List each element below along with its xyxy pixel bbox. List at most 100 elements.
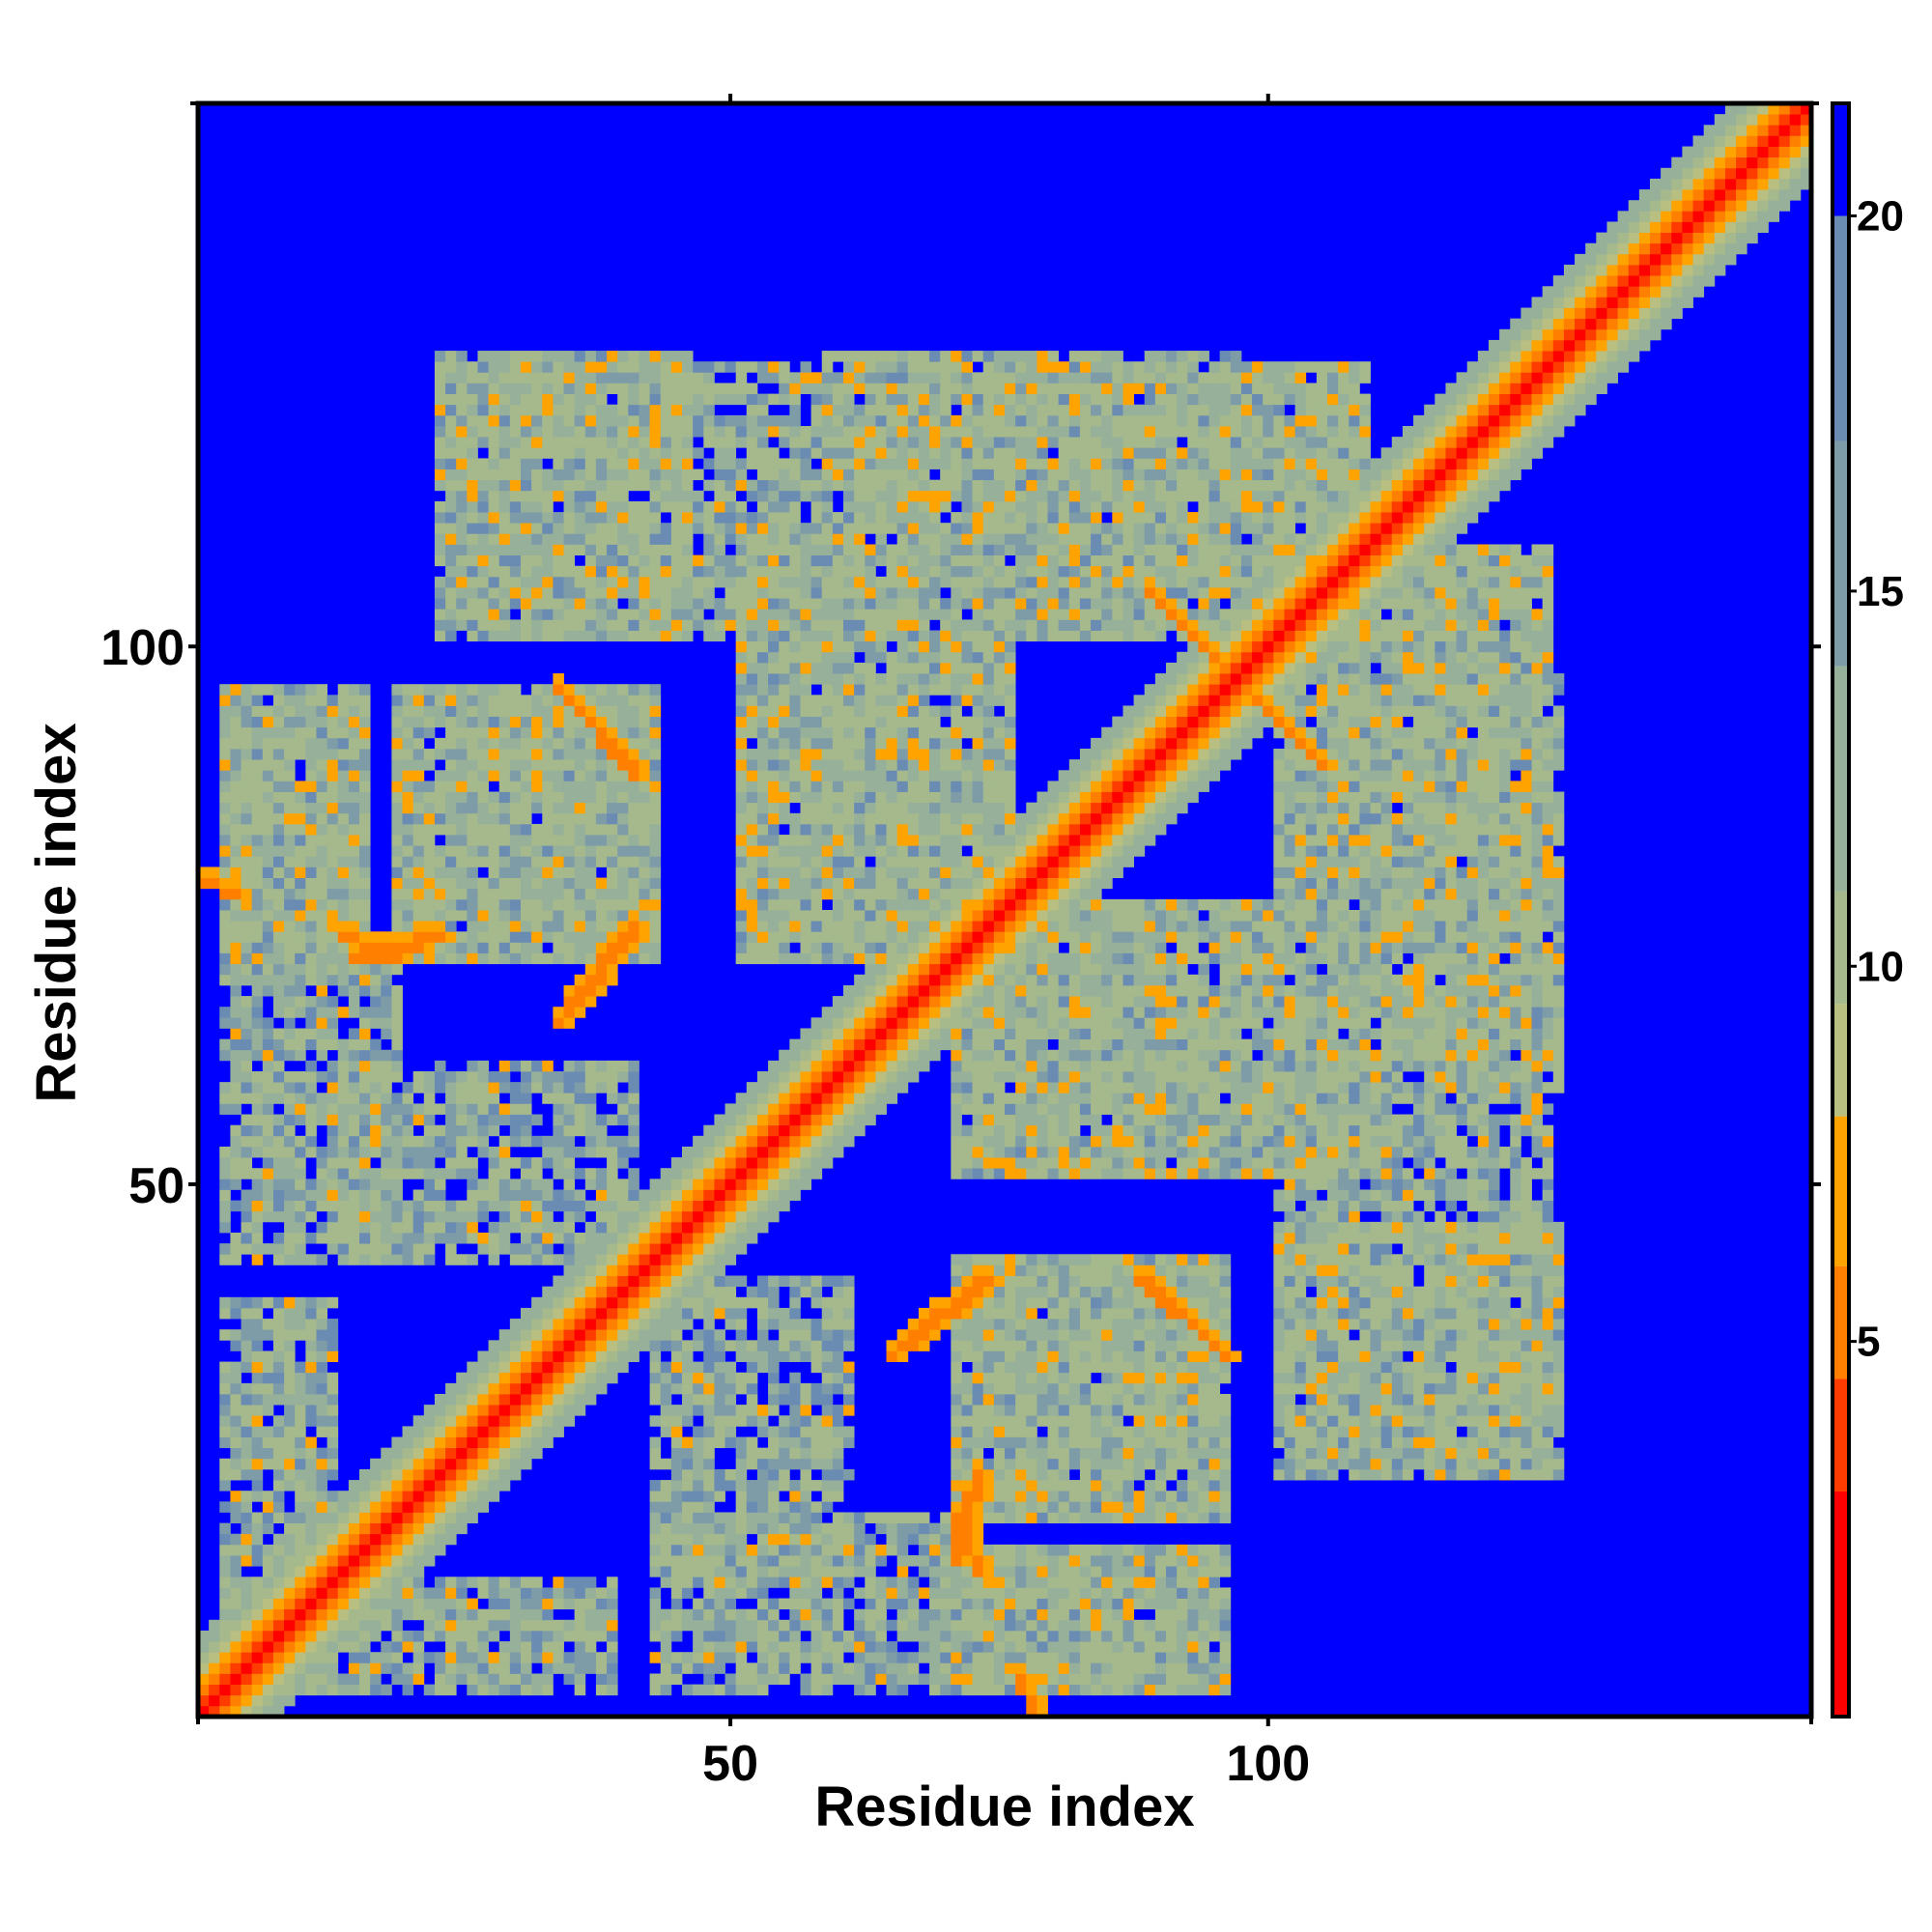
heatmap-cell — [714, 1468, 725, 1481]
heatmap-cell — [607, 1307, 618, 1320]
heatmap-cell — [832, 1146, 844, 1158]
heatmap-cell — [735, 609, 748, 620]
heatmap-cell — [434, 544, 446, 555]
heatmap-cell — [832, 898, 844, 911]
heatmap-cell — [521, 1372, 532, 1384]
heatmap-cell — [682, 1684, 694, 1696]
heatmap-cell — [467, 726, 478, 739]
heatmap-cell — [348, 1168, 360, 1179]
heatmap-cell — [595, 554, 608, 567]
heatmap-cell — [251, 1480, 264, 1492]
heatmap-cell — [316, 705, 327, 717]
heatmap-cell — [412, 931, 425, 943]
heatmap-cell — [821, 1641, 834, 1653]
heatmap-cell — [779, 469, 790, 481]
heatmap-cell — [412, 1468, 425, 1481]
heatmap-cell — [660, 1426, 672, 1437]
heatmap-cell — [821, 404, 834, 416]
heatmap-cell — [639, 1319, 650, 1330]
heatmap-cell — [445, 1071, 457, 1083]
heatmap-cell — [219, 749, 231, 760]
heatmap-cell — [531, 781, 543, 792]
heatmap-cell — [391, 1512, 403, 1523]
heatmap-cell — [337, 921, 350, 932]
heatmap-cell — [542, 414, 554, 427]
heatmap-cell — [542, 437, 554, 448]
heatmap-cell — [272, 705, 285, 717]
heatmap-cell — [284, 791, 296, 804]
heatmap-cell — [756, 1157, 769, 1169]
heatmap-cell — [488, 823, 500, 836]
heatmap-cell — [467, 587, 478, 599]
heatmap-cell — [693, 1210, 704, 1223]
heatmap-cell — [649, 544, 662, 555]
heatmap-cell — [251, 1577, 264, 1588]
heatmap-cell — [241, 1028, 253, 1039]
heatmap-cell — [488, 1372, 500, 1384]
heatmap-cell — [305, 1200, 317, 1212]
heatmap-cell — [241, 726, 253, 739]
heatmap-cell — [789, 1566, 801, 1577]
heatmap-cell — [682, 1210, 694, 1223]
heatmap-cell — [670, 1619, 683, 1632]
heatmap-cell — [241, 1522, 253, 1535]
heatmap-cell — [381, 1533, 392, 1546]
heatmap-cell — [682, 458, 694, 469]
heatmap-cell — [498, 759, 511, 771]
heatmap-cell — [219, 812, 231, 825]
heatmap-cell — [563, 1350, 576, 1362]
heatmap-cell — [724, 1468, 737, 1481]
heatmap-cell — [756, 490, 769, 502]
heatmap-cell — [391, 1652, 403, 1663]
heatmap-cell — [574, 587, 586, 599]
heatmap-cell — [241, 770, 253, 781]
heatmap-cell — [810, 630, 823, 642]
heatmap-cell — [542, 1652, 554, 1663]
heatmap-cell — [521, 1179, 532, 1190]
heatmap-cell — [768, 749, 780, 760]
heatmap-cell — [768, 1544, 780, 1556]
heatmap-cell — [714, 1329, 725, 1341]
heatmap-cell — [531, 1135, 543, 1148]
heatmap-cell — [553, 587, 564, 599]
heatmap-cell — [327, 781, 339, 792]
heatmap-cell — [779, 910, 790, 922]
heatmap-cell — [370, 1017, 382, 1029]
heatmap-cell — [477, 1630, 489, 1642]
heatmap-cell — [584, 630, 597, 642]
heatmap-cell — [628, 716, 639, 728]
heatmap-cell — [295, 1544, 306, 1556]
heatmap-cell — [553, 877, 564, 890]
heatmap-cell — [467, 437, 478, 448]
heatmap-cell — [316, 1093, 327, 1104]
heatmap-cell — [521, 1254, 532, 1265]
heatmap-cell — [693, 404, 704, 416]
heatmap-cell — [348, 791, 360, 804]
heatmap-cell — [359, 1468, 371, 1481]
heatmap-cell — [779, 1512, 790, 1523]
heatmap-cell — [219, 1598, 231, 1610]
heatmap-cell — [584, 1307, 597, 1320]
heatmap-cell — [241, 1577, 253, 1588]
heatmap-cell — [467, 1415, 478, 1427]
heatmap-cell — [434, 1468, 446, 1481]
heatmap-cell — [810, 1447, 823, 1460]
heatmap-cell — [563, 1221, 576, 1234]
heatmap-cell — [832, 931, 844, 943]
heatmap-cell — [531, 372, 543, 384]
heatmap-cell — [810, 500, 823, 513]
heatmap-cell — [230, 931, 242, 943]
heatmap-cell — [241, 1641, 253, 1653]
heatmap-cell — [295, 835, 306, 846]
heatmap-cell — [391, 759, 403, 771]
heatmap-cell — [724, 1114, 737, 1126]
heatmap-cell — [703, 1296, 715, 1309]
heatmap-cell — [488, 1082, 500, 1094]
heatmap-cell — [445, 705, 457, 717]
heatmap-cell — [272, 1577, 285, 1588]
heatmap-cell — [724, 1221, 737, 1234]
heatmap-cell — [509, 1350, 522, 1362]
heatmap-cell — [553, 1017, 564, 1029]
heatmap-cell — [703, 1189, 715, 1201]
heatmap-cell — [553, 1372, 564, 1384]
